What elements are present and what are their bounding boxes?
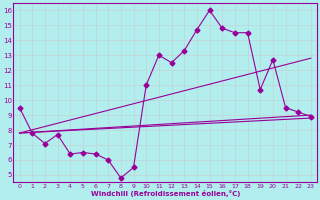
X-axis label: Windchill (Refroidissement éolien,°C): Windchill (Refroidissement éolien,°C): [91, 190, 240, 197]
